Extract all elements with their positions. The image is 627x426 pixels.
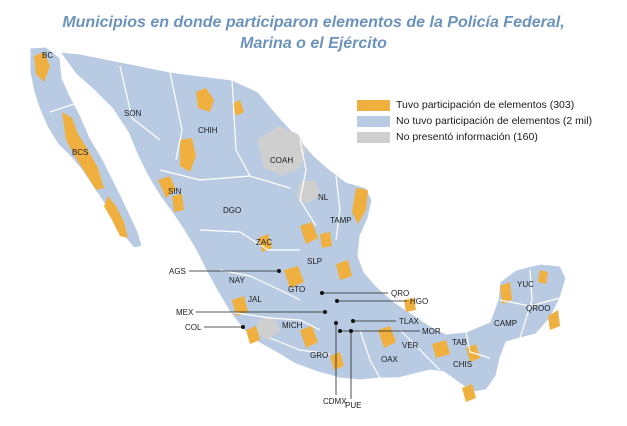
- state-label-bcs: BCS: [72, 148, 88, 157]
- state-label-tab: TAB: [452, 338, 467, 347]
- callout-dot-ags: [277, 269, 281, 273]
- state-label-ver: VER: [402, 341, 419, 350]
- map-title-line-1: Municipios en donde participaron element…: [62, 14, 565, 31]
- callout-dot-pue: [349, 329, 353, 333]
- state-labels: BC BCS SON CHIH COAH SIN DGO NL TAMP ZAC…: [42, 51, 550, 369]
- state-label-chis: CHIS: [453, 360, 472, 369]
- legend-swatch-no-info: [357, 131, 390, 143]
- legend-label-not-participated: No tuvo participación de elementos (2 mi…: [396, 115, 593, 127]
- callout-dot-tlax: [351, 319, 355, 323]
- state-label-sin: SIN: [168, 187, 182, 196]
- no-info-region-south: [256, 316, 280, 340]
- callout-label-qro: QRO: [391, 289, 409, 298]
- callout-dot-mor: [338, 329, 342, 333]
- callout-label-tlax: TLAX: [399, 317, 420, 326]
- legend-item-not-participated: No tuvo participación de elementos (2 mi…: [357, 115, 592, 127]
- state-label-son: SON: [124, 109, 142, 118]
- callout-dot-mex: [323, 310, 327, 314]
- callout-label-col: COL: [185, 323, 202, 332]
- state-label-yuc: YUC: [517, 280, 534, 289]
- no-info-region-coah: [258, 126, 306, 176]
- callout-label-hgo: HGO: [410, 297, 428, 306]
- state-label-mich: MICH: [282, 321, 303, 330]
- callout-labels: AGS QRO HGO MEX TLAX COL MOR CDMX PUE: [169, 267, 441, 410]
- legend-label-participated: Tuvo participación de elementos (303): [396, 99, 575, 111]
- participation-regions: [34, 52, 560, 402]
- legend-label-no-info: No presentó información (160): [396, 131, 538, 143]
- callout-dot-col: [241, 325, 245, 329]
- state-label-tamp: TAMP: [330, 216, 352, 225]
- legend-swatch-not-participated: [357, 115, 390, 127]
- callout-lines: [189, 270, 420, 399]
- legend-item-participated: Tuvo participación de elementos (303): [357, 99, 574, 111]
- state-label-coah: COAH: [270, 156, 293, 165]
- state-label-camp: CAMP: [494, 319, 517, 328]
- state-label-nay: NAY: [229, 276, 246, 285]
- legend-item-no-info: No presentó información (160): [357, 131, 538, 143]
- state-label-nl: NL: [318, 193, 329, 202]
- callout-label-pue: PUE: [345, 401, 361, 410]
- callout-dot-hgo: [335, 299, 339, 303]
- state-label-dgo: DGO: [223, 206, 241, 215]
- state-label-slp: SLP: [307, 257, 322, 266]
- state-label-bc: BC: [42, 51, 53, 60]
- state-label-gro: GRO: [310, 351, 328, 360]
- callout-label-ags: AGS: [169, 267, 186, 276]
- state-label-oax: OAX: [381, 355, 399, 364]
- state-label-jal: JAL: [248, 295, 262, 304]
- callout-label-mor: MOR: [422, 327, 441, 336]
- no-info-region-nl: [296, 180, 320, 204]
- state-label-qroo: QROO: [526, 304, 550, 313]
- state-label-gto: GTO: [288, 285, 305, 294]
- callout-label-cdmx: CDMX: [323, 397, 347, 406]
- legend-swatch-participated: [357, 99, 390, 111]
- state-boundaries: [49, 65, 561, 379]
- callout-label-mex: MEX: [176, 308, 194, 317]
- state-label-chih: CHIH: [198, 126, 218, 135]
- state-label-zac: ZAC: [256, 238, 272, 247]
- callout-dot-qro: [320, 291, 324, 295]
- callout-dot-cdmx: [334, 321, 338, 325]
- map-title: Municipios en donde participaron element…: [0, 12, 627, 54]
- map-title-line-2: Marina o el Ejército: [240, 35, 387, 52]
- callout-dots: [241, 269, 355, 333]
